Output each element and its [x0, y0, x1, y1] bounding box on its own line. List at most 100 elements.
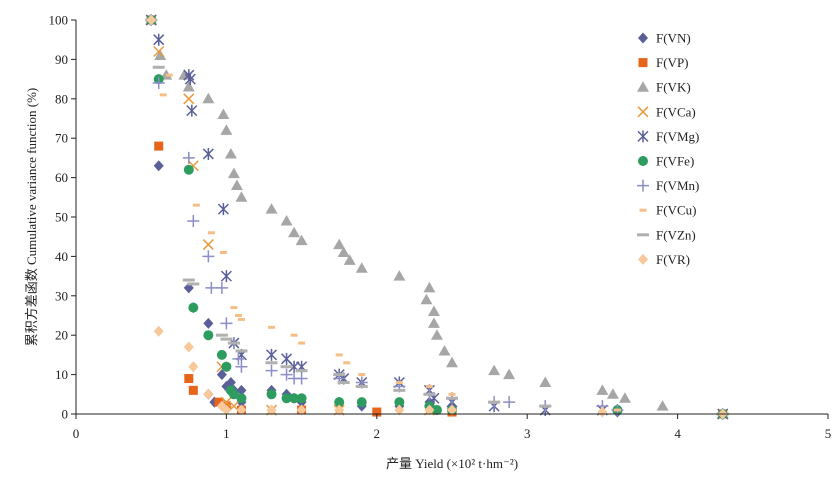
data-point	[393, 388, 406, 392]
data-point	[337, 380, 350, 384]
data-point	[265, 364, 278, 377]
data-point	[203, 330, 214, 341]
data-point	[446, 396, 458, 400]
data-point	[159, 93, 167, 97]
legend-label: F(VK)	[656, 80, 691, 95]
legend-marker	[638, 253, 648, 265]
data-point	[355, 262, 368, 273]
data-point	[221, 361, 232, 372]
data-point	[220, 337, 233, 341]
legend-marker	[637, 179, 649, 192]
data-point	[152, 77, 165, 90]
data-point	[184, 73, 196, 86]
legend-label: F(VMg)	[656, 129, 699, 144]
data-point	[205, 281, 218, 294]
data-point	[207, 231, 215, 235]
legend-label: F(VCa)	[656, 104, 696, 119]
data-point	[182, 80, 195, 92]
y-tick-label: 10	[55, 367, 68, 382]
data-point	[236, 393, 247, 404]
legend-label: F(VMn)	[656, 178, 699, 193]
data-point	[237, 317, 245, 321]
data-point	[266, 389, 277, 400]
data-point	[431, 405, 442, 416]
data-point	[289, 393, 300, 404]
data-point	[215, 281, 228, 294]
legend-marker	[637, 81, 649, 92]
data-point	[296, 404, 307, 416]
legend-label: F(VCu)	[656, 203, 696, 218]
data-point	[343, 361, 351, 365]
data-point	[217, 108, 230, 120]
legend-item: F(VMn)	[637, 178, 699, 193]
data-point	[203, 317, 214, 329]
legend-marker	[638, 58, 648, 68]
data-point	[596, 384, 609, 395]
legend-label: F(VP)	[656, 55, 689, 70]
data-point	[280, 368, 293, 381]
legend-label: F(VFe)	[656, 154, 694, 169]
y-tick-label: 70	[55, 131, 68, 146]
data-point	[236, 404, 247, 416]
data-point	[202, 147, 214, 160]
data-point	[423, 392, 436, 396]
legend-label: F(VN)	[656, 31, 691, 46]
plot-area	[145, 14, 729, 420]
data-point	[183, 341, 194, 353]
data-point	[214, 397, 224, 407]
data-point	[265, 348, 278, 361]
data-point	[280, 365, 293, 369]
y-tick-label: 50	[55, 210, 68, 225]
data-point	[430, 329, 443, 340]
legend-label: F(VZn)	[656, 227, 696, 242]
data-point	[188, 385, 198, 395]
data-point	[152, 65, 165, 69]
data-point	[618, 392, 631, 403]
data-point	[153, 160, 164, 172]
data-point	[394, 404, 405, 416]
data-point	[503, 396, 516, 409]
data-point	[220, 317, 233, 330]
data-point	[447, 404, 457, 416]
data-point	[236, 384, 247, 396]
data-point	[227, 341, 240, 345]
data-point	[394, 397, 405, 408]
data-point	[183, 69, 195, 82]
data-point	[337, 246, 350, 257]
series-F(VK)	[145, 14, 729, 419]
data-point	[372, 407, 382, 417]
x-tick-label: 4	[674, 426, 681, 441]
data-point	[187, 282, 200, 286]
legend-item: F(VR)	[638, 252, 690, 267]
legend-item: F(VCu)	[639, 203, 696, 218]
data-point	[202, 239, 214, 251]
data-point	[184, 374, 194, 384]
data-point	[202, 92, 215, 104]
legend-marker	[639, 208, 647, 212]
legend-item: F(VP)	[638, 55, 689, 70]
data-point	[154, 49, 167, 60]
data-point	[235, 360, 248, 373]
data-point	[597, 406, 608, 418]
x-tick-label: 1	[223, 426, 230, 441]
y-tick-label: 60	[55, 170, 68, 185]
data-point	[235, 349, 248, 353]
data-point	[295, 369, 308, 373]
y-tick-label: 0	[62, 407, 69, 422]
legend-item: F(VK)	[637, 80, 691, 95]
data-point	[154, 141, 164, 151]
data-point	[333, 373, 346, 377]
legend-marker	[637, 233, 649, 237]
data-point	[265, 203, 278, 214]
x-tick-label: 0	[73, 426, 80, 441]
data-point	[235, 191, 248, 202]
data-point	[202, 250, 215, 263]
data-point	[295, 234, 308, 246]
data-point	[356, 397, 367, 408]
data-point	[424, 404, 435, 416]
y-tick-label: 30	[55, 288, 68, 303]
data-point	[153, 325, 164, 337]
data-point	[281, 393, 292, 404]
x-tick-label: 3	[524, 426, 531, 441]
